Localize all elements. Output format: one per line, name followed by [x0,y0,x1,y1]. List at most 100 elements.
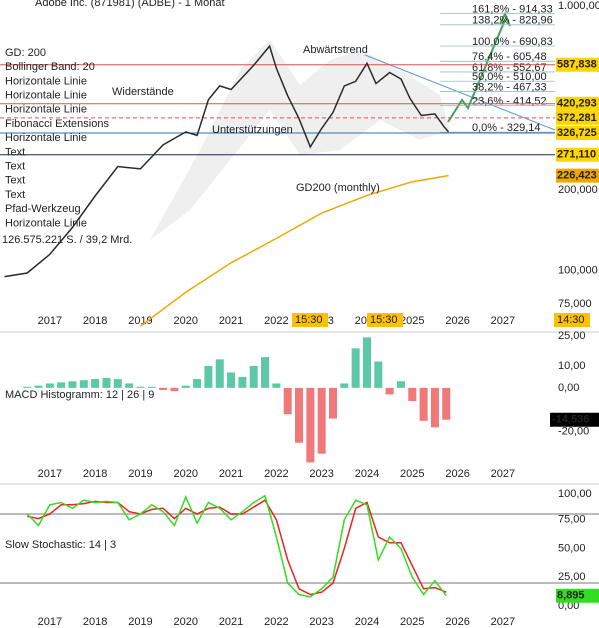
histogram-bar [91,379,100,388]
time-label-box [554,313,590,327]
time-label: 15:30 [295,314,323,326]
x-tick-label: 2020 [174,468,198,480]
x-tick-label: 2019 [128,468,152,480]
bollinger-band [150,40,450,240]
value-label: 226,423 [557,170,597,182]
y-tick-label: 200,000 [558,184,598,196]
value-label: 372,281 [557,112,597,124]
indicator-item: Fibonacci Extensions [5,118,109,130]
indicator-item: Bollinger Band: 20 [5,61,95,73]
histogram-bar [430,387,439,428]
value-label: 420,293 [557,98,597,110]
fib-label: 161,8% - 914,33 [472,3,553,15]
panel-title: Slow Stochastic: 14 | 3 [5,539,116,551]
chart-title: Adobe Inc. (871981) (ADBE) - 1 Monat [35,0,225,9]
indicator-item: Horizontale Linie [5,90,87,102]
x-tick-label: 2025 [400,468,424,480]
indicator-item: Text [5,161,25,173]
x-tick-label: 2022 [264,468,288,480]
indicator-item: Horizontale Linie [5,217,87,229]
histogram-bar [442,387,451,420]
series-line [139,174,449,327]
value-label-box [556,126,599,141]
x-tick-label: 2021 [219,468,243,480]
histogram-bar [79,380,88,388]
histogram-bar [125,383,134,388]
x-tick-label: 2017 [38,616,62,628]
x-tick-label: 2021 [219,315,243,327]
value-label: -14,536 [552,414,589,426]
histogram-bar [34,385,43,388]
value-label-box [556,96,599,111]
histogram-bar [317,387,326,454]
y-tick-label: 0,00 [558,382,579,394]
x-tick-label: 2020 [174,315,198,327]
series-line [26,494,447,598]
histogram-bar [113,379,122,388]
histogram-bar [181,385,190,388]
time-label-box [292,313,328,327]
histogram-bar [249,365,258,388]
value-label: 587,838 [557,59,597,71]
y-tick-label: -20,00 [558,426,589,438]
x-tick-label: 2017 [38,468,62,480]
x-tick-label: 2025 [400,616,424,628]
y-tick-label: 100,000 [558,265,598,277]
fib-label: 38,2% - 467,33 [472,81,547,93]
x-tick-label: 2018 [83,468,107,480]
histogram-bar [351,348,360,388]
x-tick-label: 2024 [355,468,379,480]
histogram-bar [68,381,77,388]
histogram-bar [385,387,394,395]
time-label: 14:30 [557,314,585,326]
value-label: 271,110 [557,149,596,161]
x-tick-label: 2023 [309,468,333,480]
histogram-bar [396,381,405,388]
y-tick-label: 100,00 [558,488,592,500]
indicator-item: Horizontale Linie [5,104,87,116]
histogram-bar [102,377,111,388]
y-tick-label: 10,00 [558,360,586,372]
histogram-bar [204,365,213,388]
histogram-bar [408,387,417,402]
series-line [4,44,450,278]
histogram-bar [45,383,54,388]
time-label-box [367,313,403,327]
time-label: 15:30 [370,314,398,326]
x-tick-label: 2020 [174,616,198,628]
histogram-bar [261,357,270,388]
indicator-item: Horizontale Linie [5,75,87,87]
histogram-bar [136,386,145,388]
histogram-bar [306,387,315,463]
histogram-bar [295,387,304,443]
x-tick-label: 2026 [445,315,469,327]
histogram-bar [283,387,292,415]
volume-text: 126.575.221 S. / 39,2 Mrd. [2,234,132,246]
y-tick-label: 1.000,00 [558,0,599,12]
value-label: 326,725 [557,127,597,139]
value-label-box [556,588,599,603]
y-tick-label: 75,000 [558,298,592,310]
x-tick-label: 2017 [38,315,62,327]
y-tick-label: 75,00 [558,514,586,526]
x-tick-label: 2021 [219,616,243,628]
indicator-item: GD: 200 [5,47,46,59]
y-tick-label: 50,00 [558,542,586,554]
fib-label: 23,6% - 414,52 [472,95,547,107]
fib-label: 0,0% - 329,14 [472,122,541,134]
indicator-item: Horizontale Linie [5,132,87,144]
histogram-bar [329,387,337,419]
x-tick-label: 2023 [309,616,333,628]
histogram-bar [238,376,247,388]
histogram-bar [193,379,202,388]
annotation: Abwärtstrend [303,44,368,56]
value-label-box [550,412,599,427]
histogram-bar [215,359,224,388]
x-tick-label: 2026 [445,468,469,480]
histogram-bar [147,386,156,388]
value-label-box [556,147,599,162]
y-tick-label: 25,00 [558,330,586,342]
histogram-bar [23,386,32,388]
path-arrow [499,11,511,27]
x-tick-label: 2018 [83,315,107,327]
